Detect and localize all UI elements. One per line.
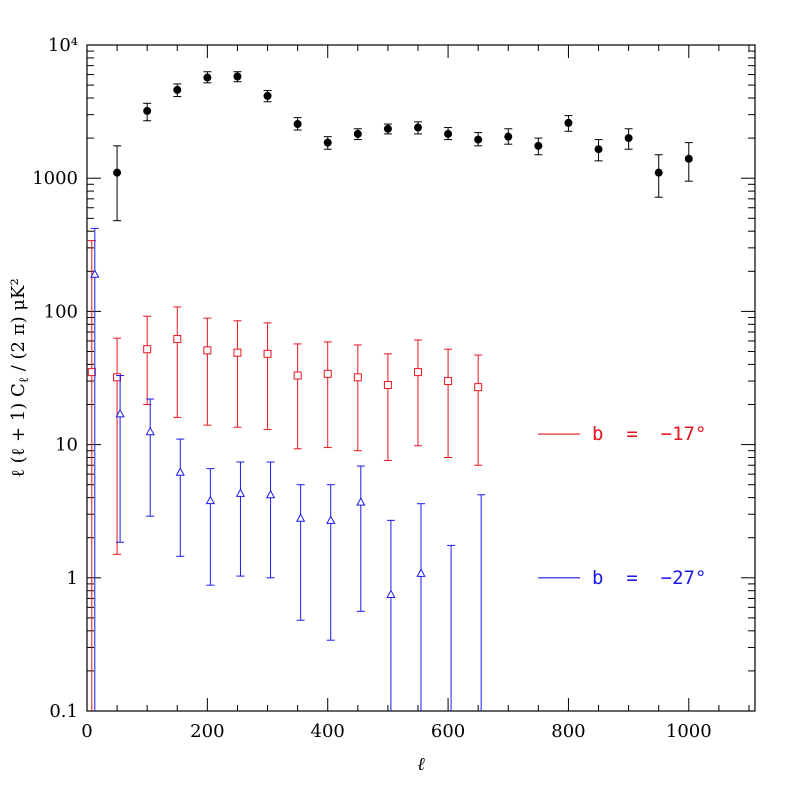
series-2 <box>90 227 486 711</box>
data-point <box>383 381 392 390</box>
data-point <box>203 73 212 82</box>
data-point <box>173 335 182 344</box>
y-tick-label: 1000 <box>32 168 78 189</box>
data-point <box>233 348 242 357</box>
y-tick-label: 1 <box>67 568 78 589</box>
data-point <box>293 371 302 380</box>
data-point <box>263 349 272 358</box>
data-point <box>87 368 96 377</box>
data-point <box>175 467 185 476</box>
series-layer <box>87 71 693 711</box>
legend-label: b = −17° <box>592 423 706 445</box>
y-axis-title-subscript: ℓ <box>17 377 32 383</box>
legend: b = −17° b = −27° <box>538 423 706 589</box>
series-1 <box>87 240 483 711</box>
data-point <box>235 488 246 497</box>
data-point <box>326 515 336 524</box>
x-tick-label: 800 <box>551 721 585 742</box>
data-point <box>143 106 152 115</box>
x-axis-title: ℓ <box>417 754 425 775</box>
data-point <box>474 135 483 144</box>
data-point <box>383 124 392 133</box>
data-point <box>203 346 212 355</box>
data-point <box>564 118 573 127</box>
data-point <box>353 373 362 382</box>
x-tick-label: 600 <box>431 721 465 742</box>
data-point <box>90 269 100 278</box>
data-point <box>624 134 633 143</box>
y-tick-label: 10 <box>55 435 78 456</box>
data-point <box>143 345 152 354</box>
data-point <box>295 513 306 522</box>
data-point <box>356 497 366 506</box>
data-point <box>113 168 122 177</box>
data-point <box>474 383 483 392</box>
data-point <box>444 129 453 138</box>
data-point <box>113 373 122 382</box>
data-point <box>654 168 663 177</box>
data-point <box>205 495 216 505</box>
y-tick-label: 100 <box>44 301 78 322</box>
data-point <box>444 377 453 386</box>
data-point <box>115 408 125 418</box>
data-point <box>173 85 182 94</box>
y-tick-label: 0.1 <box>49 701 78 722</box>
data-point <box>265 489 276 499</box>
data-point <box>504 132 513 141</box>
data-point <box>684 154 693 163</box>
series-0 <box>113 71 693 222</box>
data-point <box>233 72 242 81</box>
y-axis-ticks: 0.1 1 10 100 1000 10⁴ <box>32 35 755 722</box>
data-point <box>145 426 155 436</box>
data-point <box>353 129 362 138</box>
x-axis-ticks: 0 200 400 600 800 1000 <box>81 45 750 742</box>
data-point <box>323 138 332 147</box>
x-tick-label: 400 <box>311 721 345 742</box>
data-point <box>413 123 422 132</box>
x-tick-label: 200 <box>190 721 224 742</box>
data-point <box>293 120 302 129</box>
data-point <box>323 369 332 378</box>
x-tick-label: 0 <box>81 721 92 742</box>
y-axis-title-tail: / (2 π) μK² <box>8 278 29 377</box>
data-point <box>594 145 603 154</box>
data-point <box>413 368 422 377</box>
y-tick-label: 10⁴ <box>48 35 78 56</box>
data-point <box>386 589 396 598</box>
legend-label: b = −27° <box>592 567 706 589</box>
data-point <box>263 91 272 100</box>
x-tick-label: 1000 <box>666 721 712 742</box>
y-axis-title: ℓ (ℓ + 1) Cℓ / (2 π) μK² <box>8 278 32 477</box>
data-point <box>416 568 426 577</box>
data-point <box>534 141 543 150</box>
y-axis-title-main: ℓ (ℓ + 1) C <box>8 383 29 477</box>
